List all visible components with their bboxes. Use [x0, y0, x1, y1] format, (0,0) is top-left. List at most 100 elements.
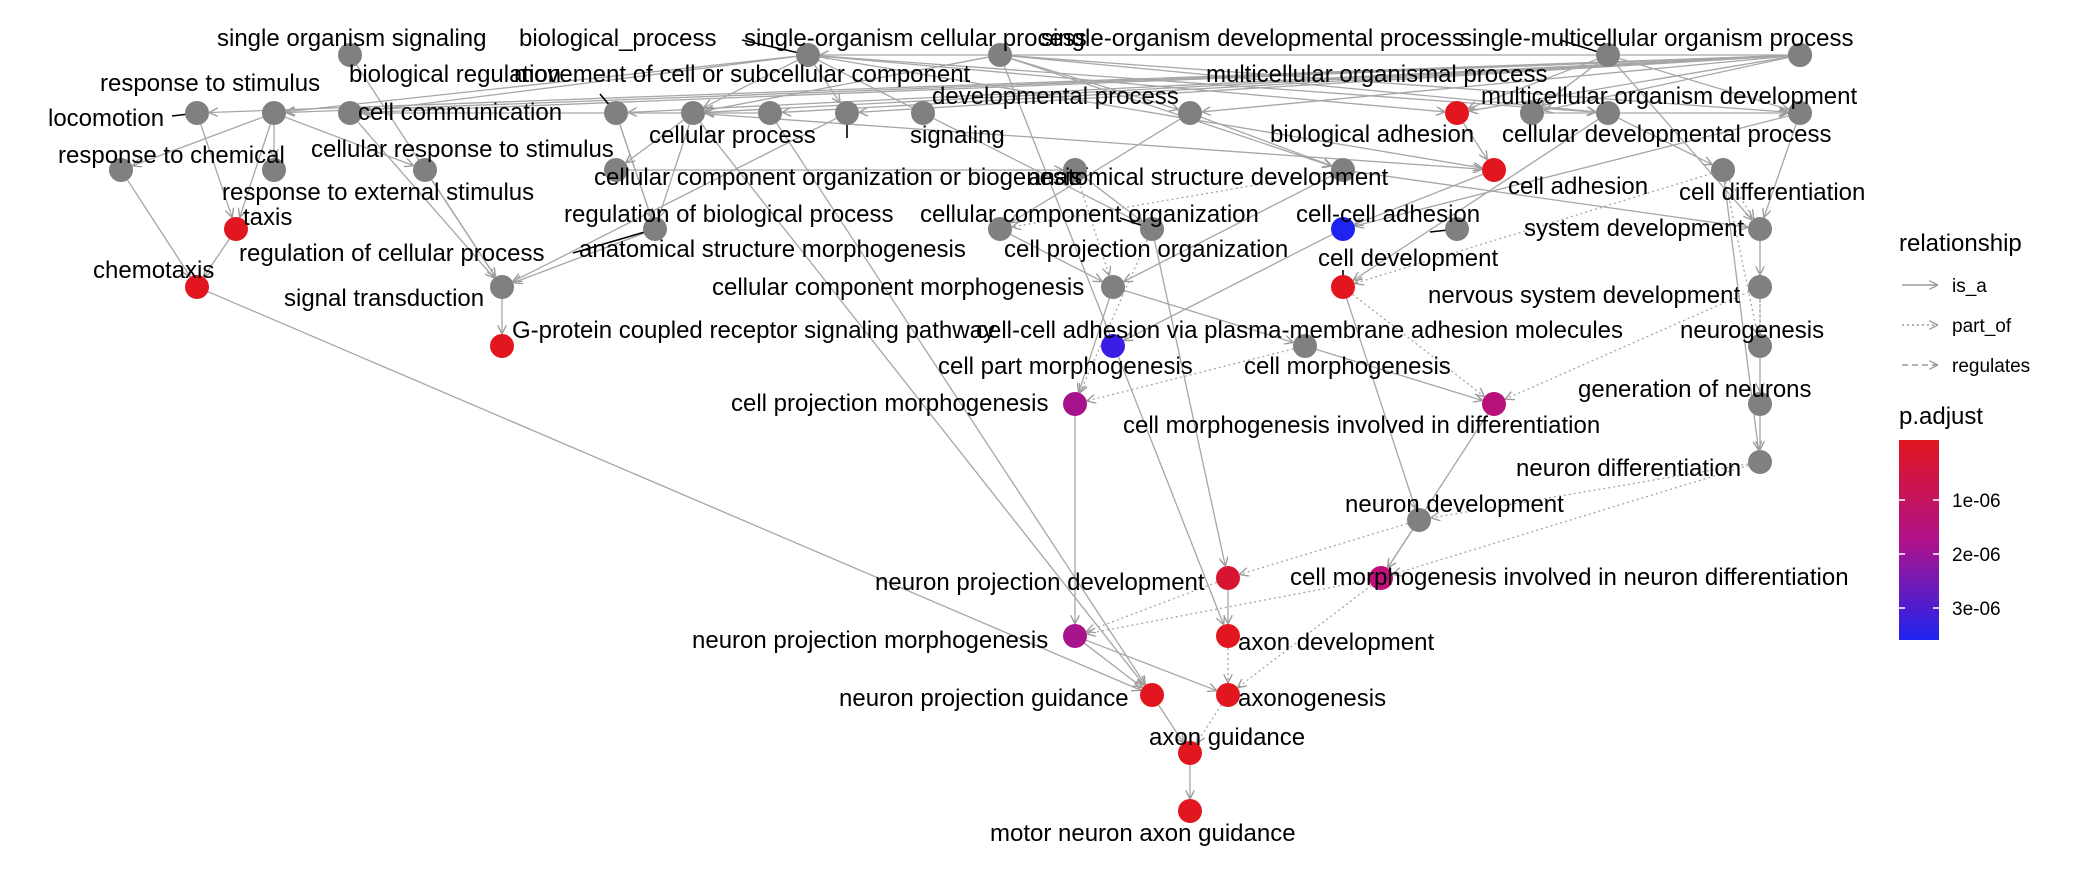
node-cellular-component-organization-or-biogenesis[interactable]	[604, 158, 628, 182]
node-label-multicellular-organism-development: multicellular organism development	[1481, 83, 1858, 110]
node-motor-neuron-axon-guidance[interactable]	[1178, 799, 1202, 823]
edge-is-a	[210, 54, 1789, 112]
node-regulation-of-biological-process[interactable]	[643, 217, 667, 241]
node-system-development[interactable]	[1748, 217, 1772, 241]
node-label-axon-development: axon development	[1238, 629, 1434, 656]
node-cell-projection-morphogenesis[interactable]	[1063, 392, 1087, 416]
edge-is-a	[1354, 119, 1599, 280]
edge-is-a	[783, 55, 1789, 113]
node-label-cellular-component-organization: cellular component organization	[920, 201, 1259, 228]
node-unlabelled[interactable]	[1445, 217, 1469, 241]
edge-is-a	[1085, 639, 1216, 690]
node-signal-transduction[interactable]	[490, 275, 514, 299]
node-biological-regulation[interactable]	[604, 101, 628, 125]
node-axonogenesis[interactable]	[1216, 683, 1240, 707]
node-response-to-stimulus[interactable]	[262, 101, 286, 125]
node-signaling[interactable]	[835, 101, 859, 125]
node-axon-guidance[interactable]	[1178, 741, 1202, 765]
edge-is-a	[431, 179, 495, 276]
node-gpcr-signaling[interactable]	[490, 334, 514, 358]
edge-part-of	[1087, 581, 1218, 631]
node-label-neuron-development: neuron development	[1345, 491, 1564, 518]
node-axon-development[interactable]	[1216, 624, 1240, 648]
node-single-organism-signaling[interactable]	[338, 43, 362, 67]
legend-label-is-a: is_a	[1952, 276, 1987, 297]
node-unlabelled[interactable]	[911, 101, 935, 125]
node-cell-adhesion[interactable]	[1482, 158, 1506, 182]
node-label-anatomical-structure-development: anatomical structure development	[1028, 164, 1389, 191]
node-multicellular-organism-development[interactable]	[1788, 101, 1812, 125]
node-cell-communication[interactable]	[338, 101, 362, 125]
edge-is-a	[1356, 115, 1789, 226]
edge-is-a	[514, 117, 837, 281]
label-leader-line	[572, 228, 656, 254]
node-response-to-external-stimulus[interactable]	[262, 158, 286, 182]
node-label-single-organism-developmental-process: single-organism developmental process	[1041, 25, 1464, 52]
edge-is-a	[1010, 233, 1102, 282]
edge-is-a	[819, 55, 1444, 112]
node-cellular-component-morphogenesis[interactable]	[1101, 275, 1125, 299]
node-cell-cell-adhesion-via-pm[interactable]	[1101, 334, 1125, 358]
node-chemotaxis[interactable]	[185, 275, 209, 299]
node-neuron-projection-guidance[interactable]	[1140, 683, 1164, 707]
node-label-cell-morphogenesis: cell morphogenesis	[1244, 353, 1451, 380]
node-label-cell-adhesion: cell adhesion	[1508, 173, 1648, 200]
node-biological-adhesion[interactable]	[1445, 101, 1469, 125]
node-label-single-multicellular-organism-process: single-multicellular organism process	[1460, 25, 1853, 52]
node-cell-projection-organization[interactable]	[1140, 217, 1164, 241]
edge-is-a	[1125, 233, 1333, 340]
node-cellular-process[interactable]	[681, 101, 705, 125]
node-response-to-chemical[interactable]	[109, 158, 133, 182]
edge-is-a	[287, 55, 797, 111]
node-label-signaling: signaling	[910, 122, 1005, 149]
node-neuron-development[interactable]	[1407, 508, 1431, 532]
node-label-chemotaxis: chemotaxis	[93, 257, 214, 284]
node-generation-of-neurons[interactable]	[1748, 392, 1772, 416]
node-neuron-projection-development[interactable]	[1216, 566, 1240, 590]
node-label-cell-differentiation: cell differentiation	[1679, 179, 1865, 206]
node-label-biological-adhesion: biological adhesion	[1270, 121, 1474, 148]
node-label-anatomical-structure-morphogenesis: anatomical structure morphogenesis	[579, 236, 966, 263]
node-label-signal-transduction: signal transduction	[284, 285, 484, 312]
edge-is-a	[1316, 348, 1482, 401]
node-cellular-developmental-process[interactable]	[1596, 101, 1620, 125]
edge-is-a	[1200, 116, 1331, 165]
node-single-organism-developmental-process[interactable]	[988, 43, 1012, 67]
legend-item-regulates: regulates	[1902, 356, 2030, 377]
node-locomotion[interactable]	[185, 101, 209, 125]
node-movement-of-cell[interactable]	[758, 101, 782, 125]
node-cell-morphogenesis-in-differentiation[interactable]	[1482, 392, 1506, 416]
node-label-cell-development: cell development	[1318, 245, 1498, 272]
node-developmental-process[interactable]	[1178, 101, 1202, 125]
node-unlabelled[interactable]	[1788, 43, 1812, 67]
node-multicellular-organismal-process[interactable]	[1520, 101, 1544, 125]
node-cell-differentiation[interactable]	[1711, 158, 1735, 182]
node-cell-morphogenesis[interactable]	[1293, 334, 1317, 358]
node-label-gpcr-signaling: G-protein coupled receptor signaling pat…	[512, 317, 995, 344]
edge-is-a	[1084, 176, 1142, 221]
edge-is-a	[819, 56, 1481, 168]
node-neuron-differentiation[interactable]	[1748, 450, 1772, 474]
edge-is-a	[1354, 171, 1747, 228]
edge-part-of	[1724, 181, 1758, 334]
legend: relationship is_a part_of regulates p.ad…	[1899, 230, 2030, 640]
node-cell-cell-adhesion[interactable]	[1331, 217, 1355, 241]
node-anatomical-structure-morphogenesis[interactable]	[988, 217, 1012, 241]
colorbar-tick-label: 2e-06	[1952, 545, 2001, 566]
node-anatomical-structure-development[interactable]	[1331, 158, 1355, 182]
node-label-neuron-differentiation: neuron differentiation	[1516, 455, 1741, 482]
node-cellular-component-organization[interactable]	[1063, 158, 1087, 182]
node-cellular-response-to-stimulus[interactable]	[413, 158, 437, 182]
node-single-organism-cellular-process[interactable]	[796, 43, 820, 67]
node-neurogenesis[interactable]	[1748, 334, 1772, 358]
edge-part-of	[1088, 348, 1294, 401]
node-cell-morphogenesis-in-neuron-diff[interactable]	[1369, 566, 1393, 590]
node-taxis[interactable]	[224, 217, 248, 241]
node-cell-development[interactable]	[1331, 275, 1355, 299]
node-nervous-system-development[interactable]	[1748, 275, 1772, 299]
node-single-multicellular-organism-process[interactable]	[1596, 43, 1620, 67]
node-label-motor-neuron-axon-guidance: motor neuron axon guidance	[990, 820, 1296, 847]
node-neuron-projection-morphogenesis[interactable]	[1063, 624, 1087, 648]
node-label-axon-guidance: axon guidance	[1149, 724, 1305, 751]
edge-part-of	[1355, 172, 1712, 284]
